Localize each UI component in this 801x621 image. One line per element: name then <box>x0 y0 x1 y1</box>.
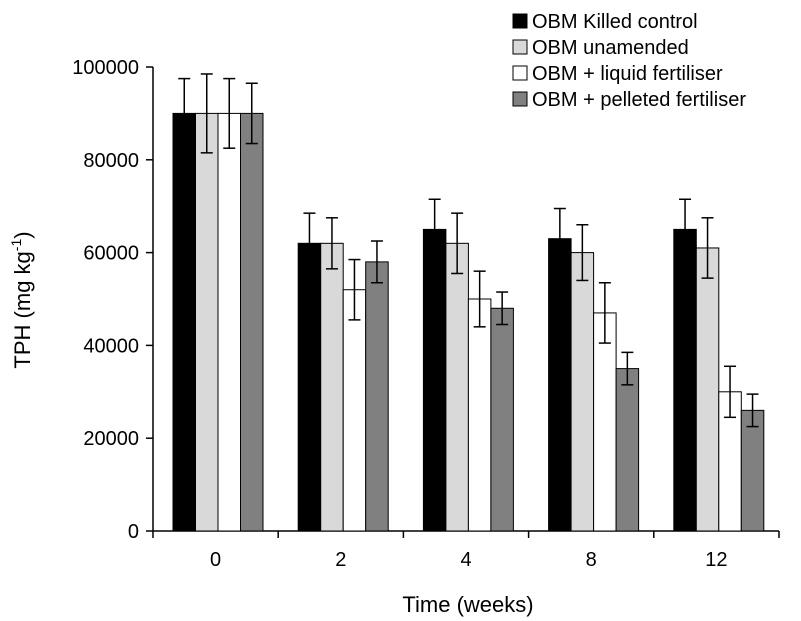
legend-label: OBM Killed control <box>532 11 698 33</box>
y-axis-title-sup: -1 <box>8 239 24 252</box>
x-tick-label: 8 <box>586 549 597 571</box>
legend-swatch <box>512 65 528 81</box>
x-tick-label: 2 <box>335 549 346 571</box>
bar <box>593 312 617 532</box>
legend-label: OBM unamended <box>532 37 689 59</box>
y-tick-label: 80000 <box>83 150 139 172</box>
bar <box>422 228 447 532</box>
bar <box>490 307 514 532</box>
bar <box>673 228 697 532</box>
bar <box>365 261 389 532</box>
legend-swatch <box>512 39 528 55</box>
x-tick-label: 0 <box>210 549 221 571</box>
legend-swatch <box>512 91 528 107</box>
legend-label: OBM + liquid fertiliser <box>532 63 723 85</box>
y-tick-label: 60000 <box>83 243 139 265</box>
bar <box>740 409 765 532</box>
y-axis: 0 20000 40000 60000 80000 100000 <box>72 57 154 543</box>
y-tick-label: 100000 <box>72 57 139 79</box>
legend-swatch <box>512 13 528 29</box>
y-tick-label: 20000 <box>83 428 139 450</box>
x-axis: 0 2 4 8 12 <box>152 530 780 571</box>
bar <box>342 289 367 532</box>
bar <box>615 368 640 532</box>
bar <box>172 112 196 532</box>
legend-label: OBM + pelleted fertiliser <box>532 89 746 111</box>
x-tick-label: 4 <box>460 549 471 571</box>
y-axis-title-main: TPH (mg kg <box>10 251 35 368</box>
bar <box>570 252 595 532</box>
bar-series-group <box>172 73 765 532</box>
y-tick-label: 0 <box>128 521 139 543</box>
y-axis-title-close: ) <box>10 231 35 238</box>
bar <box>445 242 469 532</box>
bar <box>195 112 219 532</box>
x-tick-label: 12 <box>705 549 727 571</box>
bar <box>240 112 264 532</box>
bar <box>297 242 322 532</box>
bar <box>695 247 720 532</box>
bar <box>320 242 344 532</box>
bar <box>217 112 241 532</box>
bar <box>467 298 492 532</box>
y-tick-label: 40000 <box>83 335 139 357</box>
legend: OBM Killed control OBM unamended OBM + liq… <box>512 11 746 111</box>
bar <box>548 238 572 532</box>
x-axis-title: Time (weeks) <box>402 592 533 617</box>
y-axis-title: TPH (mg kg-1) <box>8 231 35 368</box>
